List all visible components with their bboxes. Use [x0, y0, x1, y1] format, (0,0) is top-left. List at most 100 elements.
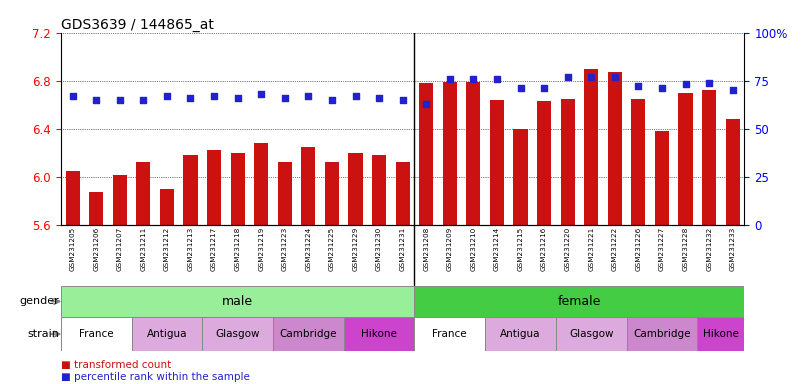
Text: Cambridge: Cambridge: [633, 329, 691, 339]
Text: Hikone: Hikone: [361, 329, 397, 339]
Text: GDS3639 / 144865_at: GDS3639 / 144865_at: [61, 18, 214, 31]
Text: GSM231228: GSM231228: [683, 227, 689, 271]
Bar: [113, 175, 127, 225]
Bar: [726, 119, 740, 225]
Bar: [414, 286, 744, 317]
Text: GSM231224: GSM231224: [306, 227, 311, 271]
Text: ■ percentile rank within the sample: ■ percentile rank within the sample: [61, 372, 250, 382]
Bar: [490, 100, 504, 225]
Point: [302, 93, 315, 99]
Bar: [183, 155, 198, 225]
Bar: [513, 129, 528, 225]
Text: GSM231218: GSM231218: [234, 227, 241, 271]
Bar: [396, 162, 410, 225]
Point: [325, 97, 338, 103]
Bar: [344, 317, 414, 351]
Point: [632, 83, 645, 89]
Text: GSM231215: GSM231215: [517, 227, 524, 271]
Point: [184, 95, 197, 101]
Point: [538, 85, 551, 91]
Point: [514, 85, 527, 91]
Bar: [679, 93, 693, 225]
Point: [420, 101, 433, 107]
Text: GSM231216: GSM231216: [541, 227, 547, 271]
Text: GSM231221: GSM231221: [588, 227, 594, 271]
Text: France: France: [79, 329, 114, 339]
Text: GSM231208: GSM231208: [423, 227, 429, 271]
Bar: [273, 317, 344, 351]
Bar: [655, 131, 669, 225]
Text: GSM231219: GSM231219: [258, 227, 264, 271]
Point: [585, 74, 598, 80]
Bar: [207, 150, 221, 225]
Bar: [419, 83, 433, 225]
Bar: [584, 69, 599, 225]
Text: GSM231223: GSM231223: [281, 227, 288, 271]
Bar: [466, 82, 480, 225]
Text: GSM231214: GSM231214: [494, 227, 500, 271]
Point: [608, 74, 621, 80]
Point: [231, 95, 244, 101]
Text: Antigua: Antigua: [500, 329, 541, 339]
Text: GSM231210: GSM231210: [470, 227, 476, 271]
Point: [90, 97, 103, 103]
Point: [208, 93, 221, 99]
Point: [491, 76, 504, 82]
Point: [655, 85, 668, 91]
Point: [396, 97, 409, 103]
Bar: [372, 155, 386, 225]
Text: GSM231206: GSM231206: [93, 227, 99, 271]
Point: [114, 97, 127, 103]
Text: GSM231230: GSM231230: [376, 227, 382, 271]
Text: Hikone: Hikone: [703, 329, 739, 339]
Point: [467, 76, 480, 82]
Point: [702, 79, 715, 86]
Bar: [302, 147, 315, 225]
Text: GSM231229: GSM231229: [353, 227, 358, 271]
Bar: [325, 162, 339, 225]
Point: [137, 97, 150, 103]
Text: GSM231232: GSM231232: [706, 227, 712, 271]
Text: Glasgow: Glasgow: [569, 329, 613, 339]
Point: [255, 91, 268, 97]
Bar: [414, 317, 485, 351]
Bar: [61, 317, 131, 351]
Bar: [631, 99, 646, 225]
Text: GSM231212: GSM231212: [164, 227, 170, 271]
Text: ■ transformed count: ■ transformed count: [61, 360, 171, 370]
Bar: [136, 162, 150, 225]
Bar: [66, 170, 79, 225]
Point: [278, 95, 291, 101]
Bar: [443, 82, 457, 225]
Bar: [277, 162, 292, 225]
Bar: [131, 317, 202, 351]
Text: GSM231213: GSM231213: [187, 227, 194, 271]
Bar: [61, 286, 414, 317]
Text: GSM231205: GSM231205: [70, 227, 75, 271]
Point: [726, 87, 739, 93]
Text: male: male: [222, 295, 253, 308]
Text: GSM231233: GSM231233: [730, 227, 736, 271]
Text: strain: strain: [28, 329, 59, 339]
Text: gender: gender: [19, 296, 59, 306]
Point: [161, 93, 174, 99]
Text: GSM231222: GSM231222: [611, 227, 618, 271]
Point: [372, 95, 385, 101]
Point: [561, 74, 574, 80]
Text: GSM231227: GSM231227: [659, 227, 665, 271]
Bar: [160, 189, 174, 225]
Point: [67, 93, 79, 99]
Bar: [89, 192, 103, 225]
Text: GSM231226: GSM231226: [635, 227, 642, 271]
Bar: [702, 90, 716, 225]
Bar: [485, 317, 556, 351]
Text: GSM231220: GSM231220: [564, 227, 571, 271]
Text: GSM231231: GSM231231: [400, 227, 406, 271]
Text: Cambridge: Cambridge: [280, 329, 337, 339]
Bar: [560, 99, 575, 225]
Text: GSM231225: GSM231225: [329, 227, 335, 271]
Text: France: France: [432, 329, 467, 339]
Text: GSM231207: GSM231207: [117, 227, 122, 271]
Bar: [537, 101, 551, 225]
Text: female: female: [558, 295, 601, 308]
